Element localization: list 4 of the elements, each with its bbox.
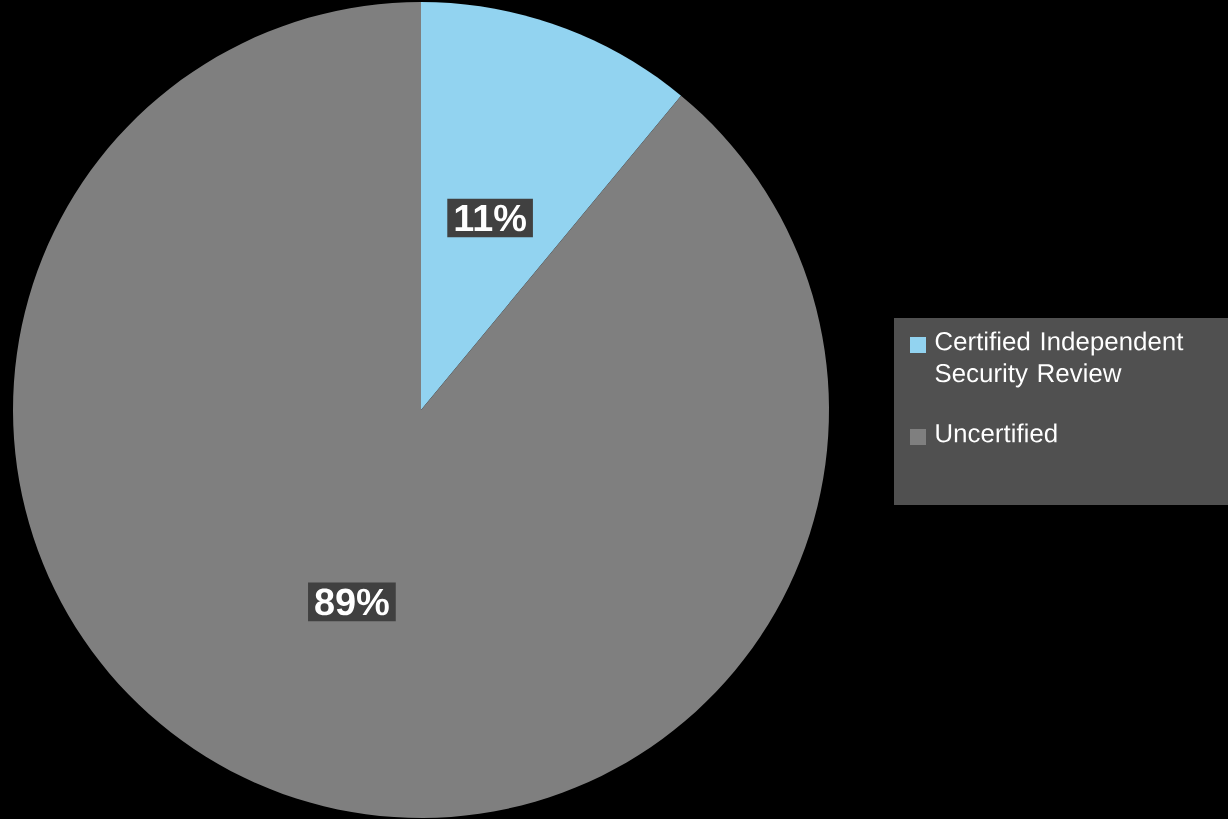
data-label: 89% (315, 588, 389, 616)
data-label: 11% (455, 204, 526, 232)
legend-label: Certified Independent Security Review (935, 331, 1184, 388)
legend-label: Uncertified (936, 423, 1057, 443)
